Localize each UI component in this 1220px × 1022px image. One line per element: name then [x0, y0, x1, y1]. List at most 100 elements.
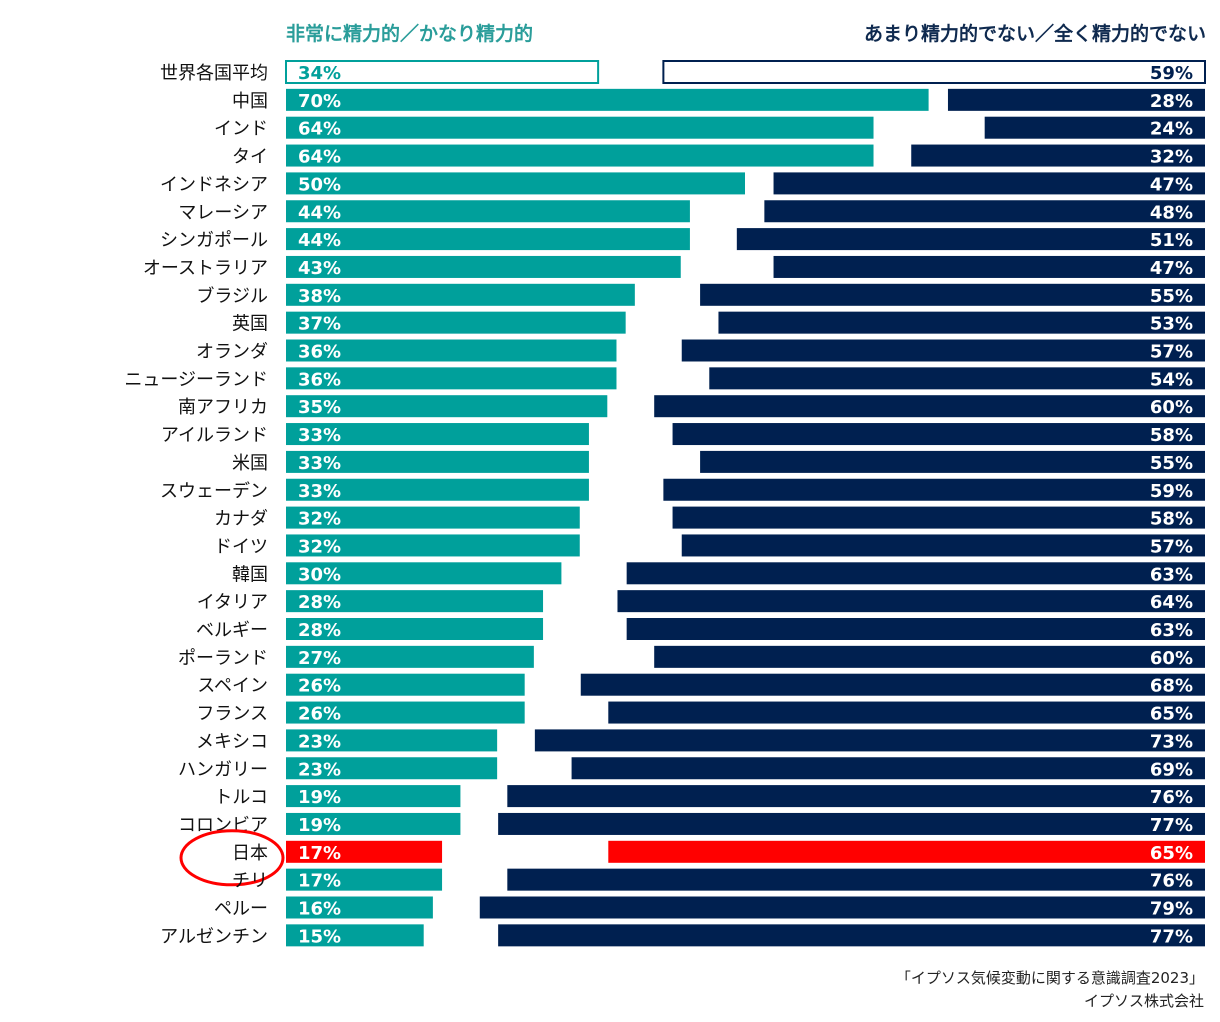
category-label: タイ	[232, 147, 268, 168]
bar-left	[286, 673, 525, 696]
bar-right	[773, 172, 1205, 195]
data-label-right: 55%	[1150, 453, 1193, 474]
category-label: ベルギー	[196, 620, 268, 641]
data-label-right: 55%	[1150, 286, 1193, 307]
data-label-right: 47%	[1150, 258, 1193, 279]
bar-left	[286, 255, 681, 278]
bar-right	[700, 283, 1205, 306]
data-label-right: 77%	[1150, 815, 1193, 836]
category-label: マレーシア	[178, 202, 268, 223]
category-label: イタリア	[197, 592, 268, 613]
bar-left	[286, 534, 580, 557]
highlight-circle	[179, 829, 285, 887]
bar-right	[580, 673, 1205, 696]
category-label: オーストラリア	[143, 258, 268, 279]
bar-left	[286, 283, 635, 306]
data-label-left: 38%	[298, 286, 341, 307]
data-label-right: 65%	[1150, 704, 1193, 725]
data-label-right: 54%	[1150, 369, 1193, 390]
data-label-right: 73%	[1150, 731, 1193, 752]
data-label-left: 26%	[298, 704, 341, 725]
bar-left	[286, 144, 874, 167]
data-label-left: 44%	[298, 202, 341, 223]
bar-right	[662, 60, 1206, 84]
data-label-right: 65%	[1150, 843, 1193, 864]
category-label: フランス	[196, 704, 268, 725]
bar-left	[286, 562, 562, 585]
category-label: メキシコ	[196, 731, 268, 752]
data-label-right: 58%	[1150, 425, 1193, 446]
category-label: インド	[214, 119, 268, 140]
data-label-right: 60%	[1150, 397, 1193, 418]
data-label-right: 53%	[1150, 314, 1193, 335]
bar-right	[626, 618, 1205, 640]
bar-left	[286, 450, 589, 473]
data-label-left: 64%	[298, 147, 341, 168]
category-label: ポーランド	[178, 648, 268, 669]
data-label-right: 24%	[1150, 119, 1193, 140]
bar-right	[571, 757, 1205, 780]
category-label: 日本	[232, 843, 268, 864]
source-title: 「イプソス気候変動に関する意識調査2023」	[895, 969, 1204, 987]
data-label-left: 30%	[298, 564, 341, 585]
bar-right	[764, 200, 1205, 223]
category-label: 中国	[232, 91, 268, 112]
category-label: 米国	[232, 453, 268, 474]
data-label-left: 43%	[298, 258, 341, 279]
bar-right	[626, 562, 1205, 585]
data-label-left: 32%	[298, 509, 341, 530]
data-label-left: 28%	[298, 592, 341, 613]
category-label: ドイツ	[214, 536, 268, 557]
data-label-right: 76%	[1150, 787, 1193, 808]
data-label-left: 23%	[298, 731, 341, 752]
bar-right	[507, 785, 1205, 808]
data-label-right: 48%	[1150, 202, 1193, 223]
bar-right	[681, 534, 1205, 557]
data-label-left: 50%	[298, 174, 341, 195]
bar-right	[984, 116, 1205, 139]
bar-left	[286, 116, 874, 139]
category-label: 南アフリカ	[178, 397, 268, 418]
data-label-right: 63%	[1150, 620, 1193, 641]
bar-left	[286, 478, 589, 501]
data-label-left: 26%	[298, 676, 341, 697]
bar-right	[654, 645, 1205, 668]
bar-left	[286, 618, 544, 640]
data-label-left: 17%	[298, 843, 341, 864]
bar-left	[286, 812, 461, 835]
data-label-left: 44%	[298, 230, 341, 251]
bar-left	[286, 840, 443, 863]
bar-right	[617, 590, 1205, 613]
category-label: スウェーデン	[160, 481, 268, 502]
data-label-left: 33%	[298, 453, 341, 474]
data-label-left: 70%	[298, 91, 341, 112]
data-label-right: 57%	[1150, 342, 1193, 363]
data-label-right: 76%	[1150, 871, 1193, 892]
bar-left	[286, 172, 745, 195]
bar-right	[534, 729, 1205, 752]
data-label-left: 33%	[298, 425, 341, 446]
data-label-left: 17%	[298, 871, 341, 892]
bar-left	[285, 60, 600, 84]
category-label: 韓国	[232, 564, 268, 585]
category-label: トルコ	[214, 787, 268, 808]
bar-right	[672, 423, 1205, 446]
bar-right	[700, 450, 1205, 473]
bar-right	[736, 228, 1205, 251]
data-label-left: 36%	[298, 369, 341, 390]
bar-right	[773, 255, 1205, 278]
legend-left-label: 非常に精力的／かなり精力的	[286, 23, 534, 45]
data-label-left: 37%	[298, 314, 341, 335]
bar-left	[286, 645, 534, 668]
bar-left	[286, 785, 461, 808]
bar-left	[286, 395, 608, 418]
category-label: チリ	[232, 871, 268, 892]
bar-left	[286, 924, 424, 947]
bar-left	[286, 339, 617, 362]
bar-left	[286, 506, 580, 529]
data-label-right: 58%	[1150, 509, 1193, 530]
data-label-left: 32%	[298, 536, 341, 557]
bar-right	[672, 506, 1205, 529]
bar-left	[286, 896, 433, 919]
